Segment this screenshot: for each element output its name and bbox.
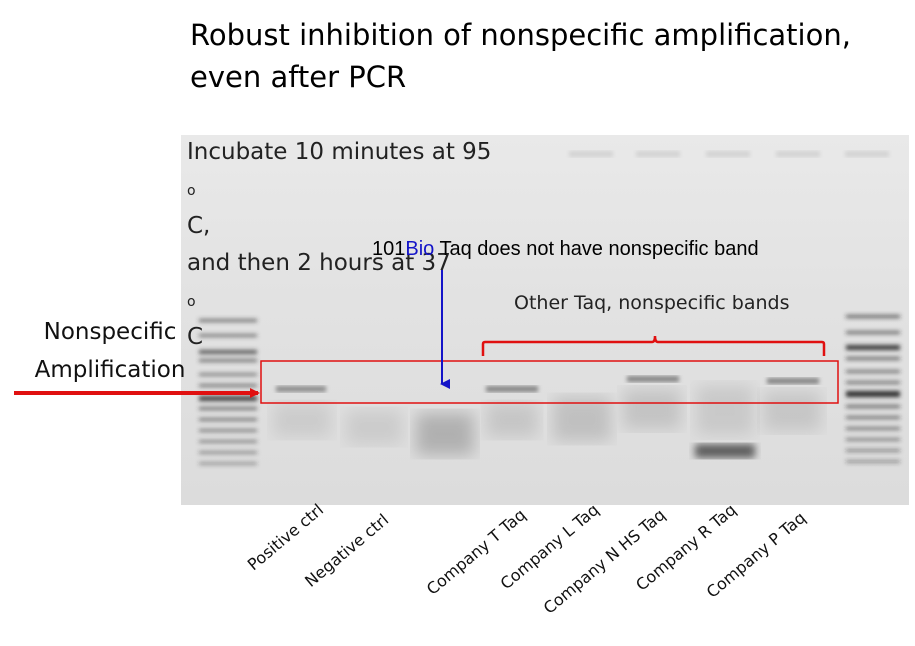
- nonspecific-line-1: Nonspecific: [43, 319, 177, 345]
- nonspecific-line-2: Amplification: [34, 357, 186, 383]
- gel-bands: [199, 151, 900, 465]
- other-taq-brace: [481, 335, 826, 356]
- band-company-t: [486, 386, 538, 392]
- smear-company-t-2: [486, 403, 538, 437]
- bio-note-brand: Bio: [405, 238, 435, 260]
- bio-note-rest: Taq does not have nonspecific band: [434, 238, 759, 260]
- incubation-line-2: and then 2 hours at 37 o C: [187, 250, 451, 350]
- incubation-line-1: Incubate 10 minutes at 95 o C,: [187, 139, 492, 239]
- nonspecific-highlight-box: [260, 360, 839, 404]
- smear-company-t: [416, 413, 474, 455]
- band-positive-ctrl: [276, 386, 326, 392]
- bio-note-prefix: 101: [372, 238, 406, 260]
- right-ladder: [846, 315, 900, 463]
- band-company-n: [627, 376, 679, 382]
- title-line-1: Robust inhibition of nonspecific amplifi…: [190, 18, 851, 52]
- title-line-2: even after PCR: [190, 60, 407, 94]
- band-company-p: [767, 378, 819, 384]
- 101bio-note: 101Bio Taq does not have nonspecific ban…: [372, 238, 759, 261]
- smear-positive-ctrl: [273, 403, 331, 437]
- smear-company-l: [553, 397, 611, 441]
- smear-company-n: [623, 389, 681, 429]
- nonspecific-amplification-label: Nonspecific Amplification: [10, 313, 210, 389]
- band-company-r: [695, 444, 755, 458]
- slide-title: Robust inhibition of nonspecific amplifi…: [190, 14, 910, 98]
- other-taq-note: Other Taq, nonspecific bands: [514, 292, 790, 314]
- smear-company-p: [763, 391, 821, 431]
- incubation-note: Incubate 10 minutes at 95 o C, and then 2 …: [187, 134, 491, 356]
- smear-company-r: [696, 385, 754, 435]
- left-ladder: [199, 319, 257, 465]
- gel-image: [181, 135, 909, 505]
- smear-negative-ctrl: [346, 410, 402, 444]
